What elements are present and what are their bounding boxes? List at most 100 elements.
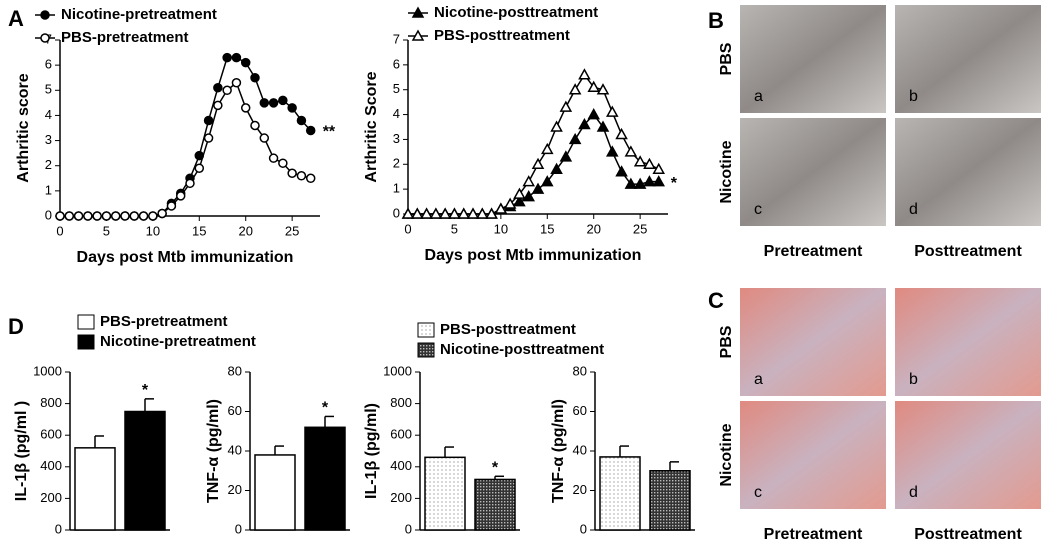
column-label: Pretreatment [764,243,863,260]
y-tick-label: 3 [393,131,400,146]
marker [240,57,251,68]
x-tick-label: 15 [540,221,554,236]
photo-letter: d [909,484,918,501]
marker [268,98,279,108]
y-axis-label: Arthritic Score [363,71,380,182]
marker [476,207,489,219]
y-tick-label: 20 [573,482,587,497]
marker [568,83,582,95]
y-tick-label: 5 [393,81,400,96]
annotation: ** [323,124,336,141]
marker [411,6,425,18]
bar [424,456,466,531]
x-tick-label: 25 [633,221,647,236]
marker [633,155,647,167]
y-tick-label: 1000 [383,363,412,378]
marker [513,187,526,199]
marker [587,108,600,120]
marker [231,77,242,88]
legend-text: PBS-posttreatment [434,27,570,44]
photo-letter: b [909,371,918,388]
marker [222,85,232,96]
panel-label: C [708,288,724,313]
marker [157,208,167,219]
marker [259,133,270,143]
photo-letter: a [754,371,763,388]
panel-label: B [708,8,724,33]
legend-swatch [417,342,435,358]
x-tick-label: 5 [103,223,110,238]
y-tick-label: 200 [40,490,62,505]
marker [250,72,260,83]
marker [296,171,307,181]
marker [401,207,415,219]
marker [305,125,316,136]
marker [148,211,158,221]
marker [175,191,186,201]
marker [596,83,610,95]
y-tick-label: 60 [573,403,587,418]
marker [615,127,628,140]
x-tick-label: 15 [192,223,206,238]
bar [599,456,641,531]
y-tick-label: 80 [573,363,587,378]
y-tick-label: 2 [393,156,400,171]
marker [559,100,573,112]
column-label: Pretreatment [764,526,863,543]
row-label: Nicotine [718,423,735,486]
marker [485,207,498,219]
y-tick-label: 60 [228,403,242,418]
marker [287,168,297,179]
x-tick-label: 10 [146,223,160,238]
marker [231,52,242,63]
y-axis-label: IL-1β (pg/ml) [363,403,380,499]
y-tick-label: 800 [390,395,412,410]
y-tick-label: 80 [228,363,242,378]
y-axis-label: TNF-α (pg/ml) [550,399,567,503]
marker [213,83,223,93]
marker [411,207,424,219]
x-tick-label: 0 [56,223,63,238]
panel-label: D [8,314,24,339]
y-tick-label: 600 [40,427,62,442]
marker [120,211,130,221]
marker [522,190,535,202]
marker [222,52,232,63]
column-label: Posttreatment [914,243,1022,260]
y-tick-label: 4 [393,106,400,121]
marker [568,132,582,145]
marker [494,202,508,214]
y-tick-label: 0 [580,521,587,536]
column-label: Posttreatment [914,526,1022,543]
series-line [60,56,312,217]
annotation: * [322,400,329,417]
x-axis-label: Days post Mtb immunization [425,247,642,264]
y-tick-label: 5 [45,82,52,97]
marker [550,162,563,175]
y-tick-label: 20 [228,482,242,497]
marker [83,211,93,221]
marker [559,150,573,162]
photo-letter: d [909,201,918,218]
annotation: * [492,459,499,476]
marker [55,211,65,221]
y-tick-label: 0 [55,521,62,536]
row-label: Nicotine [718,140,735,203]
marker [531,157,545,170]
x-tick-label: 25 [285,223,299,238]
photo [895,118,1041,226]
y-tick-label: 6 [393,56,400,71]
photo [740,5,886,113]
bar [254,454,296,531]
legend-swatch [417,322,435,338]
photo [895,5,1041,113]
legend-text: PBS-pretreatment [100,313,228,330]
marker [250,120,260,131]
row-label: PBS [718,42,735,75]
x-tick-label: 10 [494,221,508,236]
marker [448,207,461,219]
y-axis-label: IL-1β (pg/ml ) [13,401,30,501]
marker [522,175,535,187]
marker [110,211,121,221]
